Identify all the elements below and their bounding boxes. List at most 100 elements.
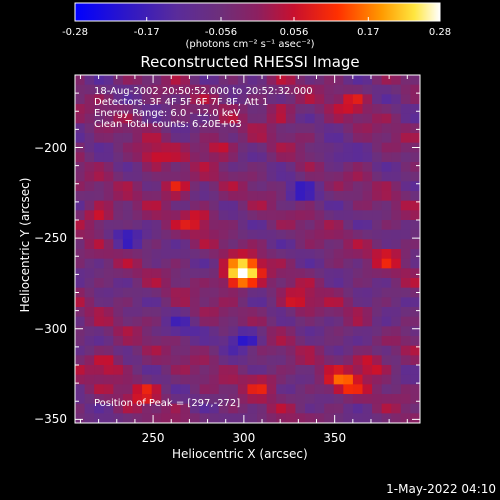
heat-cell <box>218 336 229 347</box>
heat-cell <box>122 268 134 279</box>
heat-cell <box>276 326 287 337</box>
heat-cell <box>343 336 354 347</box>
heat-cell <box>218 152 229 163</box>
y-axis-label: Heliocentric Y (arcsec) <box>18 177 32 313</box>
heat-cell <box>113 191 124 202</box>
heat-cell <box>122 258 134 269</box>
heat-cell <box>94 220 105 231</box>
plot-frame <box>74 74 421 424</box>
heat-cell <box>218 162 229 173</box>
heat-cell <box>122 413 134 423</box>
heat-cell <box>103 394 114 405</box>
heat-cell <box>228 239 239 250</box>
heat-cell <box>132 123 143 134</box>
heat-cell <box>343 278 354 289</box>
heat-cell <box>295 336 306 347</box>
heat-cell <box>333 249 344 260</box>
heat-cell <box>352 297 364 308</box>
detectors-text: Detectors: 3F 4F 5F 6F 7F 8F, Att 1 <box>94 97 269 108</box>
heat-cell <box>132 239 143 250</box>
heat-cell <box>266 162 277 173</box>
heat-cell <box>199 365 210 376</box>
heat-cell <box>276 384 287 395</box>
heat-cell <box>295 403 306 414</box>
heat-cell <box>170 113 182 124</box>
heat-cell <box>199 258 210 269</box>
heat-cell <box>276 278 287 289</box>
heat-cell <box>228 287 239 298</box>
heat-cell <box>247 229 258 240</box>
heat-cell <box>142 268 153 279</box>
heat-cell <box>352 355 364 366</box>
heat-cell <box>218 316 229 327</box>
heat-cell <box>314 133 325 144</box>
heat-cell <box>314 181 325 192</box>
heat-cell <box>276 287 287 298</box>
heat-cell <box>84 200 95 211</box>
heat-cell <box>218 297 229 308</box>
heat-cell <box>314 152 325 163</box>
heat-cell <box>180 123 191 134</box>
heat-cell <box>103 287 114 298</box>
heat-cell <box>247 297 258 308</box>
heat-cell <box>161 94 172 105</box>
heat-cell <box>391 152 402 163</box>
heat-cell <box>333 326 344 337</box>
heat-cell <box>257 278 268 289</box>
heat-cell <box>161 84 172 95</box>
heat-cell <box>305 181 316 192</box>
heat-cell <box>285 316 297 327</box>
heat-cell <box>142 394 153 405</box>
heat-cell <box>266 75 277 86</box>
heat-cell <box>122 249 134 260</box>
heat-cell <box>180 75 191 86</box>
heat-cell <box>113 355 124 366</box>
heat-cell <box>333 229 344 240</box>
heat-cell <box>276 355 287 366</box>
heat-cell <box>314 229 325 240</box>
heat-cell <box>266 152 277 163</box>
heat-cell <box>276 239 287 250</box>
heat-cell <box>314 394 325 405</box>
heat-cell <box>209 326 220 337</box>
heat-cell <box>142 307 153 318</box>
heat-cell <box>161 278 172 289</box>
heat-cell <box>113 133 124 144</box>
heat-cell <box>333 239 344 250</box>
heat-cell <box>84 374 95 385</box>
heat-cell <box>103 268 114 279</box>
heat-cell <box>228 94 239 105</box>
heat-cell <box>199 220 210 231</box>
heat-cell <box>132 133 143 144</box>
heat-cell <box>151 413 162 423</box>
heat-cell <box>381 191 392 202</box>
heat-cell <box>103 220 114 231</box>
heat-cell <box>94 268 105 279</box>
heat-cell <box>113 123 124 134</box>
heat-cell <box>199 75 210 86</box>
heat-cell <box>75 171 86 182</box>
heat-cell <box>199 142 210 153</box>
heat-cell <box>132 210 143 221</box>
heat-cell <box>333 403 344 414</box>
heat-cell <box>285 326 297 337</box>
heat-cell <box>314 345 325 356</box>
heat-cell <box>237 200 249 211</box>
heat-cell <box>391 104 402 115</box>
heat-cell <box>113 413 124 423</box>
heat-cell <box>237 210 249 221</box>
heat-cell <box>180 413 191 423</box>
heat-cell <box>170 94 182 105</box>
heat-cell <box>343 258 354 269</box>
heat-cell <box>343 413 354 423</box>
heat-cell <box>237 297 249 308</box>
heat-cell <box>391 229 402 240</box>
heat-cell <box>237 365 249 376</box>
heat-cell <box>84 403 95 414</box>
heat-cell <box>94 384 105 395</box>
heat-cell <box>151 104 162 115</box>
heat-cell <box>295 413 306 423</box>
heat-cell <box>343 268 354 279</box>
heat-cell <box>190 307 201 318</box>
heat-cell <box>276 307 287 318</box>
